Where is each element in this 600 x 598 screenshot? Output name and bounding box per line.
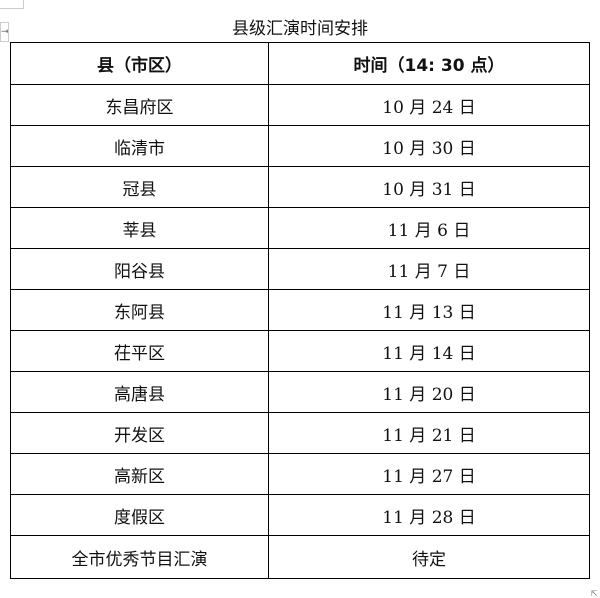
time-cell: 11 月 6 日 (268, 207, 590, 249)
table-row: 全市优秀节目汇演 待定 (10, 535, 590, 579)
time-cell: 10 月 31 日 (268, 166, 590, 208)
time-cell: 待定 (268, 535, 590, 579)
county-cell: 高唐县 (10, 371, 269, 413)
time-cell: 11 月 13 日 (268, 289, 590, 331)
county-cell: 全市优秀节目汇演 (10, 535, 269, 579)
time-cell: 10 月 30 日 (268, 125, 590, 167)
county-cell: 东阿县 (10, 289, 269, 331)
table-row: 高唐县 11 月 20 日 (10, 371, 590, 413)
page-corner-marker (0, 0, 24, 9)
time-cell: 11 月 7 日 (268, 248, 590, 290)
county-cell: 度假区 (10, 494, 269, 536)
county-cell: 东昌府区 (10, 84, 269, 126)
county-cell: 高新区 (10, 453, 269, 495)
table-row: 临清市 10 月 30 日 (10, 125, 590, 167)
county-cell: 冠县 (10, 166, 269, 208)
time-cell: 11 月 14 日 (268, 330, 590, 372)
table-row: 东阿县 11 月 13 日 (10, 289, 590, 331)
header-row: 县（市区） 时间（14: 30 点） (10, 42, 590, 85)
schedule-table: 县（市区） 时间（14: 30 点） 东昌府区 10 月 24 日临清市 10 月 … (10, 42, 590, 579)
table-row: 东昌府区 10 月 24 日 (10, 84, 590, 126)
table-row: 莘县 11 月 6 日 (10, 207, 590, 249)
table-row: 开发区 11 月 21 日 (10, 412, 590, 454)
table-resize-handle[interactable]: ⇱ (591, 589, 598, 598)
county-cell: 开发区 (10, 412, 269, 454)
time-cell: 10 月 24 日 (268, 84, 590, 126)
time-cell: 11 月 27 日 (268, 453, 590, 495)
county-cell: 阳谷县 (10, 248, 269, 290)
table-move-handle[interactable]: ⇥ (0, 22, 9, 42)
time-cell: 11 月 21 日 (268, 412, 590, 454)
document-title: 县级汇演时间安排 (232, 19, 368, 39)
table-row: 高新区 11 月 27 日 (10, 453, 590, 495)
county-cell: 茌平区 (10, 330, 269, 372)
table-row: 冠县 10 月 31 日 (10, 166, 590, 208)
table-row: 茌平区 11 月 14 日 (10, 330, 590, 372)
header-time: 时间（14: 30 点） (268, 42, 590, 85)
county-cell: 莘县 (10, 207, 269, 249)
time-cell: 11 月 28 日 (268, 494, 590, 536)
county-cell: 临清市 (10, 125, 269, 167)
time-cell: 11 月 20 日 (268, 371, 590, 413)
header-county: 县（市区） (10, 42, 269, 85)
table-row: 度假区 11 月 28 日 (10, 494, 590, 536)
table-row: 阳谷县 11 月 7 日 (10, 248, 590, 290)
